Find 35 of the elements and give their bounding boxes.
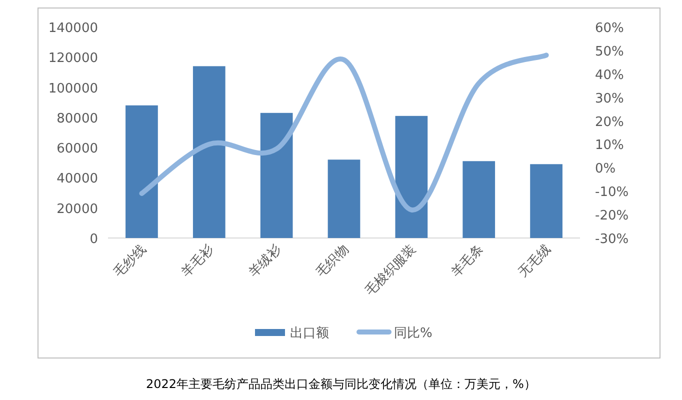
text: 2022年主要毛纺产品品类出口金额与同比变化情况（单位：万美元，%） (146, 377, 536, 391)
bar (260, 112, 293, 238)
y-tick-label: 40000 (56, 172, 98, 187)
x-tick-label: 羊毛衫 (178, 242, 217, 280)
x-tick-label: 羊毛条 (448, 242, 487, 280)
bar (328, 160, 360, 238)
y2-tick-label: -20% (595, 208, 629, 224)
y2-tick-label: 0% (595, 162, 616, 177)
bar (192, 66, 226, 238)
x-tick-label: 毛纱线 (111, 242, 150, 280)
y-tick-label: 80000 (56, 111, 98, 126)
bar (126, 105, 158, 238)
x-tick-label: 无毛绒 (516, 242, 554, 280)
y-tick-label: 0 (90, 232, 98, 247)
legend-label: 同比% (394, 326, 432, 341)
y2-tick-label: 30% (595, 91, 624, 106)
y2-tick-label: 40% (595, 68, 624, 83)
y-tick-label: 140000 (48, 21, 98, 36)
y-tick-label: 60000 (56, 142, 98, 157)
x-tick-label: 羊绒衫 (246, 242, 284, 280)
y-tick-label: 20000 (56, 202, 98, 217)
bar (395, 116, 428, 238)
y-tick-label: 120000 (48, 51, 98, 66)
y-tick-label: 100000 (48, 81, 98, 96)
y2-tick-label: 20% (595, 114, 624, 130)
y2-tick-label: 50% (595, 44, 624, 60)
y2-tick-label: 10% (595, 138, 624, 154)
legend-label: 出口额 (290, 326, 329, 341)
bar (530, 164, 562, 238)
y2-tick-label: -30% (595, 232, 629, 247)
y2-tick-label: 60% (595, 21, 624, 36)
y2-tick-label: -10% (595, 185, 629, 200)
x-tick-label: 毛织物 (314, 242, 352, 280)
bar (462, 161, 496, 238)
x-tick-label: 毛梭织服装 (362, 242, 420, 299)
